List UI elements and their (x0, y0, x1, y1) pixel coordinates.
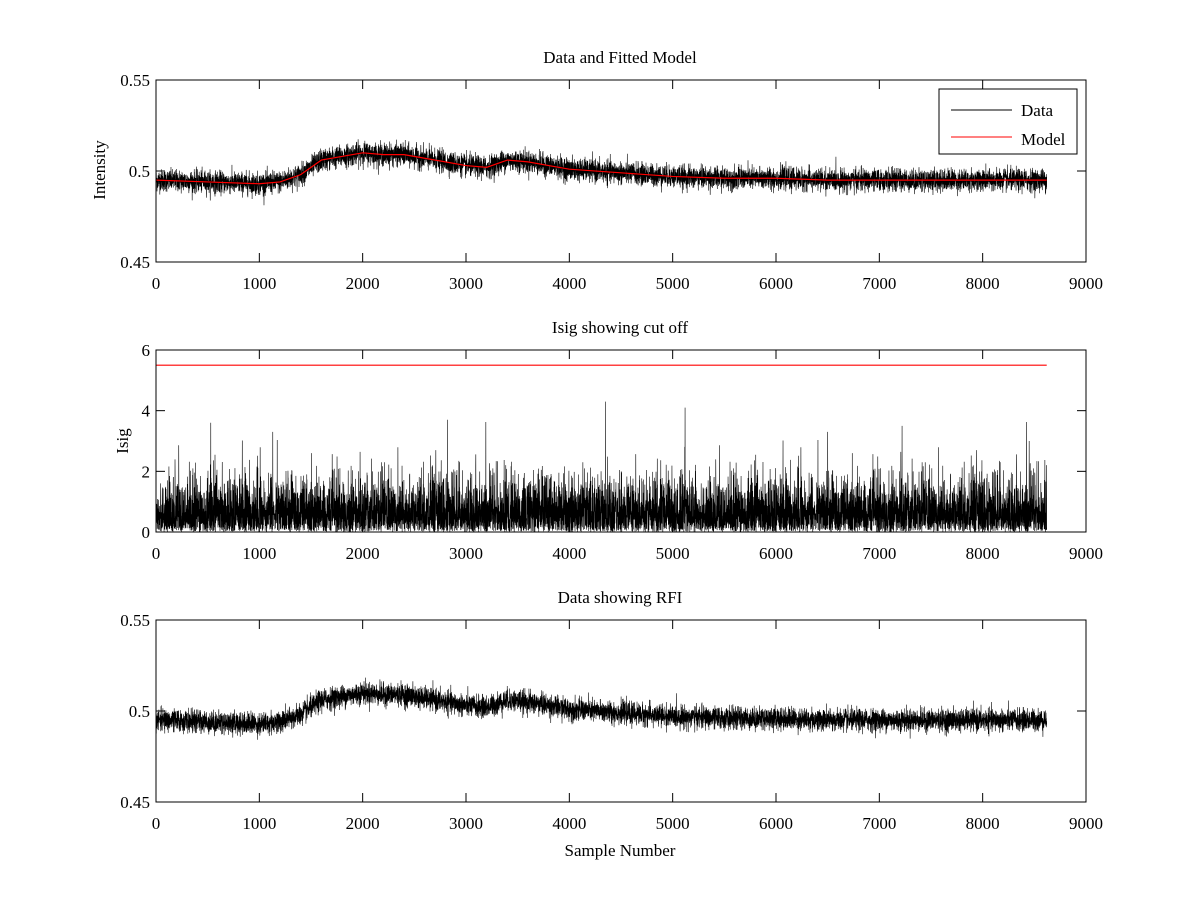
x-tick-label: 7000 (862, 274, 896, 293)
x-tick-label: 2000 (346, 544, 380, 563)
legend-box (938, 88, 1078, 155)
x-tick-label: 4000 (552, 544, 586, 563)
x-tick-label: 6000 (759, 814, 793, 833)
x-tick-label: 2000 (346, 274, 380, 293)
panel-0-ylabel: Intensity (90, 140, 109, 200)
isig-series-line (156, 401, 1048, 532)
x-tick-label: 0 (152, 544, 161, 563)
data-series-line (156, 677, 1048, 740)
panel-1-ylabel: Isig (113, 428, 132, 454)
panel-0-axes-box (155, 79, 1087, 263)
panel-2-axes-box (155, 619, 1087, 803)
x-tick-label: 8000 (966, 814, 1000, 833)
x-tick-label: 3000 (449, 544, 483, 563)
panel-data-showing-rfi: Data showing RFI Sample Number 0 1000 2000… (120, 588, 1103, 860)
x-tick-label: 9000 (1069, 814, 1103, 833)
legend: Data Model (938, 88, 1078, 155)
y-tick-label: 2 (142, 462, 151, 481)
y-tick-label: 6 (142, 341, 151, 360)
y-tick-label: 0 (142, 523, 151, 542)
panel-1-ticks: 0 1000 2000 3000 4000 5000 6000 7000 8000 9000 0 2 4… (142, 341, 1104, 563)
x-tick-label: 7000 (862, 814, 896, 833)
x-tick-label: 5000 (656, 814, 690, 833)
x-tick-label: 0 (152, 274, 161, 293)
y-tick-label: 0.55 (120, 71, 150, 90)
panel-0-ticks: 0 1000 2000 3000 4000 5000 6000 7000 8000 9000 0.4… (120, 71, 1103, 293)
x-tick-label: 2000 (346, 814, 380, 833)
x-tick-label: 3000 (449, 814, 483, 833)
panel-data-and-fitted-model: Data and Fitted Model Intensity 0 1000 200… (90, 48, 1103, 293)
y-tick-label: 0.45 (120, 793, 150, 812)
panel-0-plot (156, 139, 1048, 206)
y-tick-label: 0.55 (120, 611, 150, 630)
x-tick-label: 5000 (656, 544, 690, 563)
panel-1-title: Isig showing cut off (552, 318, 688, 337)
x-tick-label: 4000 (552, 274, 586, 293)
legend-label-model: Model (1021, 130, 1066, 149)
panel-2-ticks: 0 1000 2000 3000 4000 5000 6000 7000 8000 9000 0.4… (120, 611, 1103, 833)
model-series-line (156, 152, 1047, 185)
panel-2-plot (156, 677, 1048, 740)
x-tick-label: 1000 (242, 544, 276, 563)
legend-label-data: Data (1021, 101, 1054, 120)
panel-2-xlabel: Sample Number (565, 841, 676, 860)
x-tick-label: 6000 (759, 544, 793, 563)
x-tick-label: 5000 (656, 274, 690, 293)
x-tick-label: 9000 (1069, 544, 1103, 563)
x-tick-label: 9000 (1069, 274, 1103, 293)
y-tick-label: 0.5 (129, 162, 150, 181)
x-tick-label: 0 (152, 814, 161, 833)
x-tick-label: 1000 (242, 274, 276, 293)
panel-0-title: Data and Fitted Model (543, 48, 697, 67)
x-tick-label: 7000 (862, 544, 896, 563)
x-tick-label: 8000 (966, 544, 1000, 563)
y-tick-label: 0.45 (120, 253, 150, 272)
y-tick-label: 0.5 (129, 702, 150, 721)
x-tick-label: 3000 (449, 274, 483, 293)
panel-1-axes-box (155, 349, 1087, 533)
panel-isig-showing-cut-off: Isig showing cut off Isig 0 1000 2000 3000 4… (113, 318, 1103, 563)
x-tick-label: 8000 (966, 274, 1000, 293)
x-tick-label: 6000 (759, 274, 793, 293)
x-tick-label: 1000 (242, 814, 276, 833)
y-tick-label: 4 (142, 402, 151, 421)
panel-2-title: Data showing RFI (558, 588, 683, 607)
x-tick-label: 4000 (552, 814, 586, 833)
panel-1-plot (156, 364, 1048, 532)
